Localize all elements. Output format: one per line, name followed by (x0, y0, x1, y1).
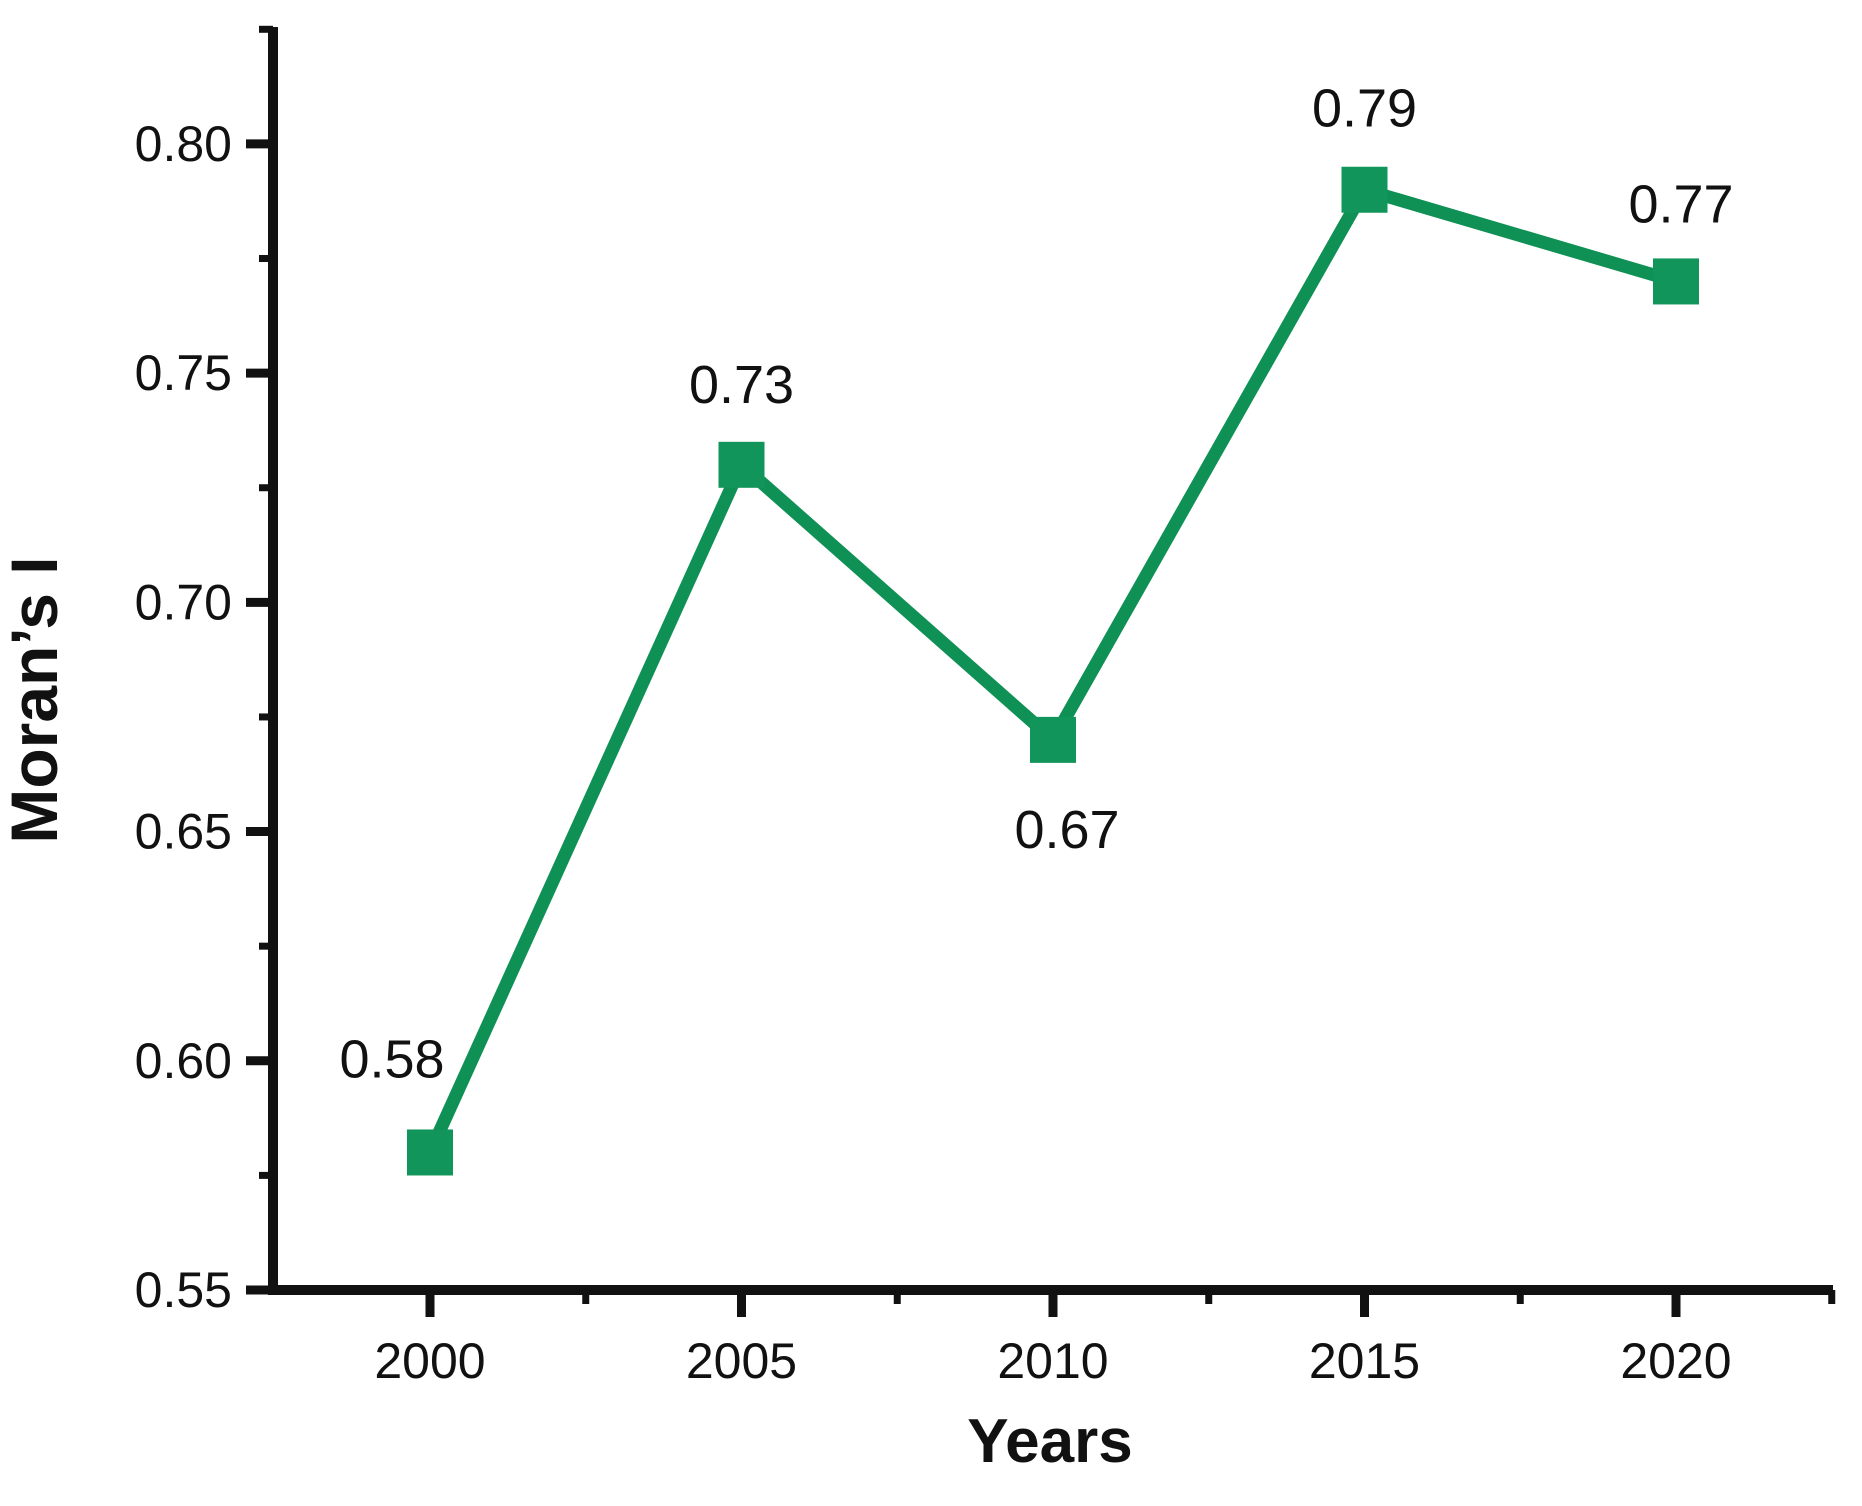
data-point-marker (1030, 716, 1076, 763)
data-point-marker (1341, 166, 1388, 213)
data-point-label: 0.58 (339, 1029, 444, 1089)
data-point-label: 0.67 (1014, 800, 1119, 860)
data-point-marker (718, 441, 765, 488)
y-tick-label: 0.65 (135, 804, 232, 860)
data-point-marker (1653, 258, 1700, 305)
y-tick-label: 0.75 (135, 345, 232, 401)
y-tick-label: 0.60 (135, 1033, 232, 1089)
x-tick-label: 2010 (997, 1333, 1108, 1389)
chart-generated-layer: 0.55 0.60 0.65 0.70 0.75 0.80 2000 2005 2010 2015… (135, 25, 1836, 1389)
x-tick-label: 2015 (1309, 1333, 1420, 1389)
x-tick-label: 2020 (1620, 1333, 1731, 1389)
data-point-marker (406, 1129, 453, 1176)
x-tick-label: 2000 (374, 1333, 485, 1389)
y-tick-label: 0.55 (135, 1262, 232, 1318)
y-axis-title: Moran’s I (0, 556, 71, 843)
y-tick-label: 0.70 (135, 574, 232, 630)
data-point-label: 0.77 (1628, 174, 1733, 234)
x-axis-title: Years (967, 1407, 1133, 1476)
data-point-label: 0.73 (689, 355, 794, 415)
series-line (424, 182, 1678, 1156)
data-point-label: 0.79 (1312, 79, 1417, 139)
y-tick-label: 0.80 (135, 116, 232, 172)
x-tick-label: 2005 (686, 1333, 797, 1389)
